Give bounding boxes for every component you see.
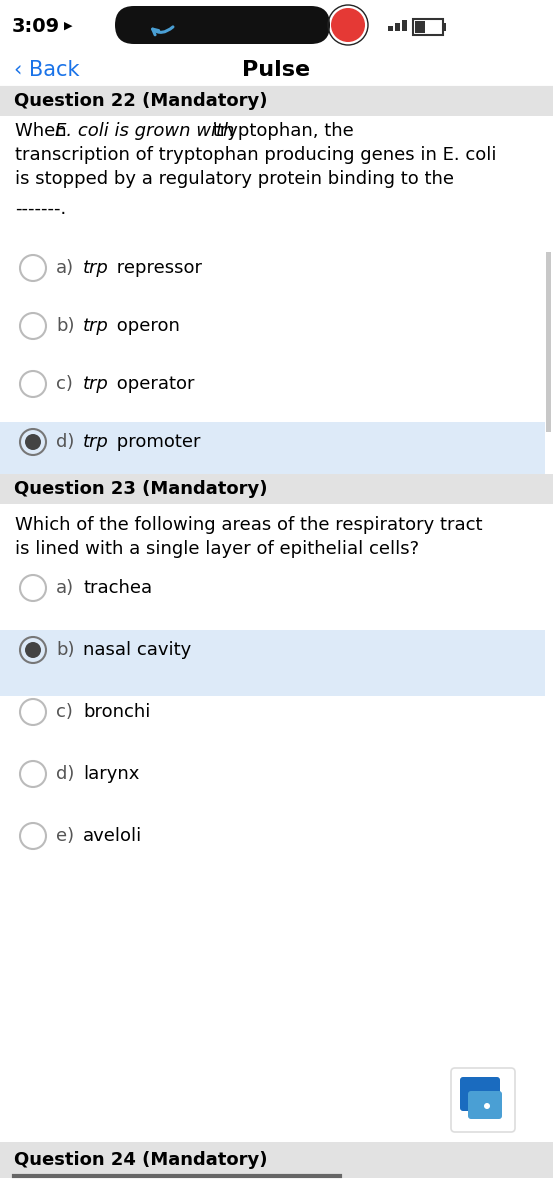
Text: tryptophan, the: tryptophan, the xyxy=(207,122,354,140)
Text: a): a) xyxy=(56,578,74,596)
Text: transcription of tryptophan producing genes in E. coli: transcription of tryptophan producing ge… xyxy=(15,146,497,164)
Text: -------.: -------. xyxy=(15,200,66,218)
Text: larynx: larynx xyxy=(83,766,139,782)
Text: promoter: promoter xyxy=(111,433,201,451)
Bar xyxy=(443,23,446,31)
Bar xyxy=(402,20,407,31)
Text: bronchi: bronchi xyxy=(83,703,150,721)
Text: 3:09: 3:09 xyxy=(12,17,60,36)
Text: e): e) xyxy=(56,827,74,845)
Bar xyxy=(0,86,553,116)
Text: trp: trp xyxy=(83,259,109,277)
Text: d): d) xyxy=(56,433,74,451)
Text: ‹ Back: ‹ Back xyxy=(14,60,80,80)
Text: is stopped by a regulatory protein binding to the: is stopped by a regulatory protein bindi… xyxy=(15,170,454,188)
Text: is lined with a single layer of epithelial cells?: is lined with a single layer of epitheli… xyxy=(15,540,419,558)
Text: c): c) xyxy=(56,703,73,721)
Bar xyxy=(546,252,551,432)
Text: Question 22 (Mandatory): Question 22 (Mandatory) xyxy=(14,92,268,110)
FancyBboxPatch shape xyxy=(115,6,330,44)
Bar xyxy=(0,422,545,484)
Bar xyxy=(388,26,393,31)
Text: trp: trp xyxy=(83,433,109,451)
FancyBboxPatch shape xyxy=(468,1091,502,1118)
Bar xyxy=(0,474,553,504)
FancyBboxPatch shape xyxy=(451,1068,515,1132)
Text: aveloli: aveloli xyxy=(83,827,142,845)
Text: Question 24 (Mandatory): Question 24 (Mandatory) xyxy=(14,1151,268,1169)
Text: b): b) xyxy=(56,317,75,335)
Text: nasal cavity: nasal cavity xyxy=(83,641,191,659)
Text: b): b) xyxy=(56,641,75,659)
Text: When: When xyxy=(15,122,72,140)
Text: a): a) xyxy=(56,259,74,277)
Text: operon: operon xyxy=(111,317,180,335)
Text: E. coli is grown with: E. coli is grown with xyxy=(55,122,234,140)
Text: trp: trp xyxy=(83,317,109,335)
Text: d): d) xyxy=(56,766,74,782)
Text: operator: operator xyxy=(111,374,195,392)
Bar xyxy=(413,19,443,35)
Bar xyxy=(0,630,545,696)
Text: trp: trp xyxy=(83,374,109,392)
Text: c): c) xyxy=(56,374,73,392)
Text: Question 23 (Mandatory): Question 23 (Mandatory) xyxy=(14,480,268,498)
Bar xyxy=(415,20,425,32)
Text: Which of the following areas of the respiratory tract: Which of the following areas of the resp… xyxy=(15,516,483,534)
Bar xyxy=(395,23,400,31)
Circle shape xyxy=(331,8,365,42)
Text: repressor: repressor xyxy=(111,259,202,277)
Circle shape xyxy=(484,1103,490,1109)
Text: ▶: ▶ xyxy=(64,20,72,31)
Text: Pulse: Pulse xyxy=(242,60,310,80)
Circle shape xyxy=(25,642,41,658)
Circle shape xyxy=(25,434,41,450)
Bar xyxy=(0,1142,553,1178)
FancyBboxPatch shape xyxy=(460,1078,500,1111)
Text: trachea: trachea xyxy=(83,578,152,596)
